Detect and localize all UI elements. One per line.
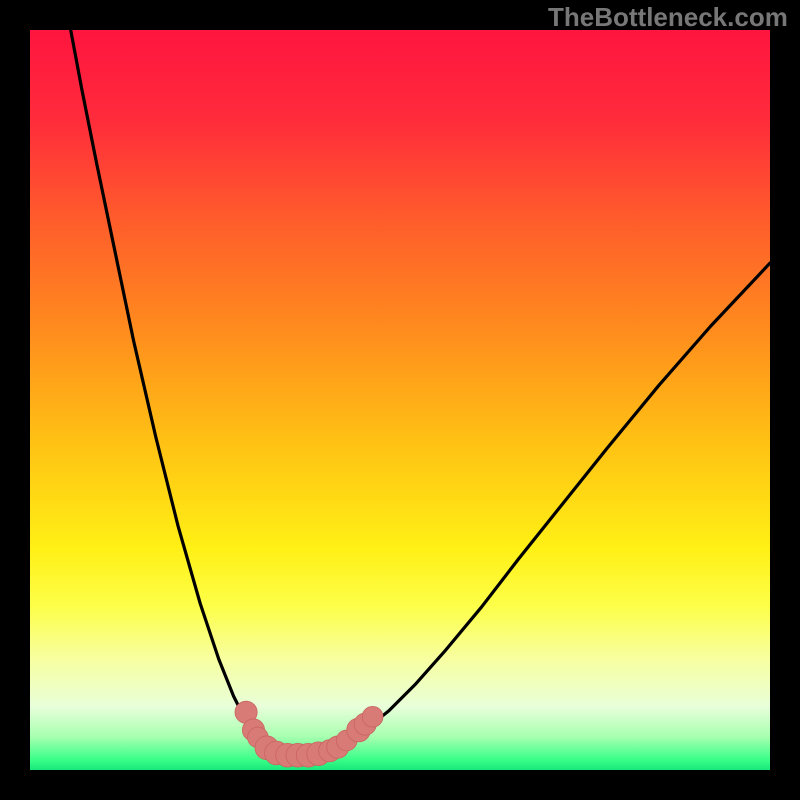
data-marker [362,706,383,727]
chart-svg [30,30,770,770]
plot-area [30,30,770,770]
chart-background [30,30,770,770]
watermark-text: TheBottleneck.com [548,2,788,33]
